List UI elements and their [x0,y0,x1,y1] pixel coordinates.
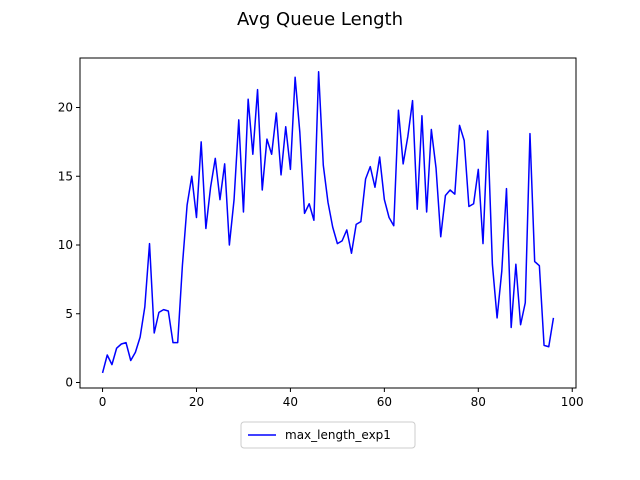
y-tick-label: 10 [58,238,73,252]
y-tick-label: 15 [58,169,73,183]
x-tick-label: 40 [283,395,298,409]
x-tick-label: 0 [99,395,107,409]
plot-area [101,71,555,374]
y-tick-label: 0 [65,376,73,390]
y-tick-label: 5 [65,307,73,321]
axis-ticks: 0 20 40 60 80 100 0 5 10 15 20 [58,101,584,410]
chart-title: Avg Queue Length [237,9,403,30]
x-tick-label: 80 [471,395,486,409]
x-tick-label: 20 [189,395,204,409]
y-tick-label: 20 [58,101,73,115]
legend: max_length_exp1 [240,421,416,449]
x-tick-label: 100 [561,395,584,409]
legend-label: max_length_exp1 [285,428,391,442]
x-tick-label: 60 [377,395,392,409]
series-line-max_length_exp1 [101,71,555,374]
axes-frame [79,57,577,389]
legend-box [240,421,416,449]
